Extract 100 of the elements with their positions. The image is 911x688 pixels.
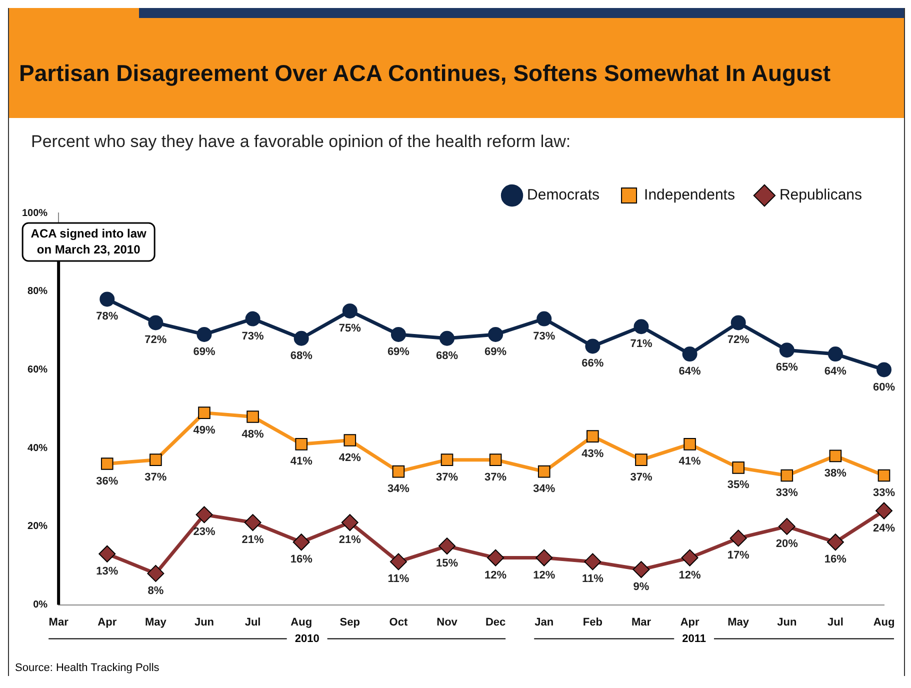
point [778, 518, 796, 535]
y-tick-label: 40% [28, 442, 48, 454]
data-label: 69% [193, 346, 216, 358]
data-label: 16% [290, 554, 313, 566]
y-tick-label: 20% [28, 521, 48, 532]
point [584, 553, 602, 570]
point [294, 330, 309, 346]
point [487, 549, 504, 566]
data-label: 73% [242, 330, 264, 342]
point [341, 514, 358, 532]
point [292, 534, 310, 551]
x-tick-label: Jul [244, 616, 261, 628]
point [390, 326, 406, 342]
point [585, 338, 600, 354]
point [438, 538, 456, 555]
y-tick-label: 100% [22, 208, 48, 219]
x-tick-label: Jan [534, 616, 554, 628]
x-tick-label: Aug [290, 616, 312, 628]
data-label: 12% [678, 569, 701, 582]
y-tick-label: 60% [28, 364, 48, 376]
point [876, 362, 892, 378]
legend-label: Democrats [527, 186, 600, 204]
point [196, 326, 212, 342]
point [635, 454, 648, 466]
point [536, 549, 553, 566]
point [634, 319, 649, 334]
data-label: 35% [727, 479, 750, 492]
point [586, 430, 599, 442]
data-label: 36% [96, 475, 118, 488]
data-label: 48% [242, 428, 264, 440]
ref-line-label: ACA signed into law on March 23, 2010 [30, 226, 148, 256]
data-label: 60% [872, 381, 896, 394]
data-label: 21% [242, 534, 264, 546]
point [198, 406, 210, 419]
point [390, 553, 407, 570]
x-tick-label: Dec [485, 616, 506, 628]
point [489, 454, 502, 466]
point [440, 330, 455, 346]
x-tick-label: Nov [436, 616, 458, 628]
data-label: 21% [338, 534, 362, 546]
point [876, 502, 892, 520]
point [392, 465, 405, 478]
data-label: 37% [436, 471, 458, 484]
data-label: 8% [148, 584, 164, 597]
point [779, 342, 794, 358]
point [829, 450, 842, 462]
point [732, 462, 744, 474]
legend-label: Independents [644, 186, 735, 204]
data-label: 75% [338, 322, 362, 334]
data-label: 64% [678, 366, 701, 378]
point [196, 506, 213, 524]
point [780, 469, 794, 482]
point [488, 326, 504, 342]
point [632, 561, 650, 578]
data-label: 71% [630, 338, 652, 350]
point [98, 545, 116, 562]
data-label: 17% [727, 550, 750, 562]
data-label: 72% [144, 334, 167, 346]
point [344, 434, 356, 446]
data-label: 37% [144, 471, 167, 484]
point [826, 534, 844, 551]
point [681, 549, 698, 566]
data-label: 65% [776, 362, 798, 374]
x-tick-label: Apr [680, 616, 700, 628]
point [684, 438, 696, 450]
point [150, 454, 162, 466]
data-label: 41% [290, 456, 313, 468]
point [878, 469, 890, 482]
point [100, 292, 115, 307]
chart-subtitle: Percent who say they have a favorable opinion of the health reform law: [30, 131, 572, 153]
point [538, 465, 550, 478]
chart-title: Partisan Disagreement Over ACA Continues, Softens Somewhat In August [19, 60, 831, 86]
point [147, 564, 164, 582]
point [245, 311, 260, 326]
data-label: 24% [872, 522, 896, 534]
data-label: 11% [388, 573, 410, 586]
data-label: 34% [533, 483, 556, 496]
data-label: 9% [633, 581, 650, 594]
data-label: 66% [582, 358, 604, 370]
x-tick-label: Apr [98, 616, 118, 628]
point [244, 514, 262, 532]
x-tick-label: Mar [48, 616, 70, 628]
data-label: 13% [96, 565, 118, 578]
data-label: 34% [387, 483, 410, 496]
point [730, 530, 747, 547]
point [246, 410, 259, 423]
x-tick-label: Oct [389, 616, 408, 628]
point [536, 311, 552, 326]
data-label: 49% [193, 424, 216, 436]
x-tick-label: Aug [873, 616, 895, 628]
data-label: 73% [533, 330, 556, 342]
data-label: 43% [582, 448, 604, 460]
data-label: 16% [824, 554, 847, 566]
text: 2010 [294, 632, 320, 645]
y-tick-label: 80% [28, 286, 48, 298]
x-tick-label: Jun [194, 616, 214, 628]
x-tick-label: Jul [827, 616, 844, 628]
point [828, 346, 843, 362]
data-label: 23% [193, 526, 216, 538]
data-label: 15% [436, 558, 458, 570]
